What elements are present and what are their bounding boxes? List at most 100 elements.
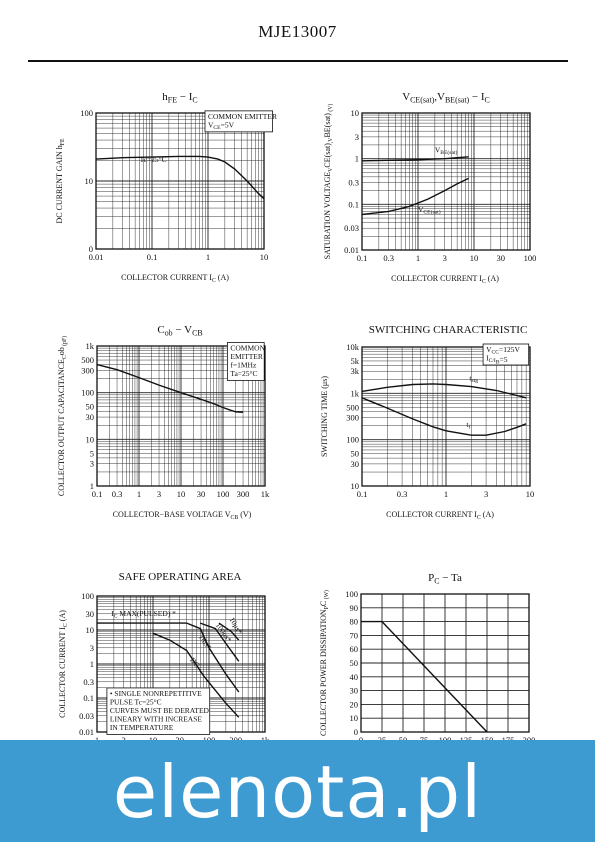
switching-title: SWITCHING CHARACTERISTIC [369,324,528,336]
cob-x-tick-label: 1k [261,489,270,499]
pc-y-tick-label: 50 [350,658,359,668]
cob-y-tick-label: 1 [90,481,94,491]
cob-y-tick-label: 10 [86,434,95,444]
switching-series-line-tf [361,397,527,436]
soa-series-line-100s [200,622,240,662]
vsat-y-tick-label: 0.01 [344,245,359,255]
soa-y-tick-label: 0.3 [83,677,94,687]
cob-y-tick-label: 50 [86,402,95,412]
soa-y-tick-label: 10 [86,625,95,635]
hfe-annotation-box [204,110,273,133]
soa-annotation-text: • SINGLE NONREPETITIVE [110,689,202,698]
cob-x-tick-label: 100 [217,489,230,499]
switching-annotation-text: VCC=125V [486,345,520,356]
hfe-x-tick-label: 1 [206,252,210,262]
vsat-x-tick-label: 1 [416,253,420,263]
pc-y-axis-label: COLLECTOR POWER DISSIPATIONPC (W) [319,590,330,736]
vsat-plot-frame [361,112,531,251]
switching-y-tick-label: 50 [351,449,360,459]
cob-y-tick-label: 100 [81,388,94,398]
vsat-x-tick-label: 0.3 [383,253,394,263]
cob-x-tick-label: 0.3 [112,489,123,499]
switching-series-line-tstg [361,383,527,399]
pc-y-tick-label: 70 [350,630,359,640]
soa-annotation-text: CURVES MUST BE DERATED [110,706,210,715]
cob-y-tick-label: 500 [81,355,94,365]
switching-annotation-text: IC/IB=5 [486,353,508,365]
title-rule [28,60,568,62]
soa-title: SAFE OPERATING AREA [119,571,242,583]
watermark-band [0,740,595,842]
cob-x-tick-label: 1 [137,489,141,499]
vsat-x-tick-label: 30 [496,253,505,263]
cob-title: Cob − VCB [157,324,202,337]
vsat-annotation-text: VCE(sat) [418,205,441,216]
vsat-y-tick-label: 3 [355,132,359,142]
cob-x-tick-label: 0.1 [92,489,103,499]
soa-y-tick-label: 30 [86,609,95,619]
switching-x-axis-label: COLLECTOR CURRENT IC (A) [386,510,494,521]
cob-annotation-text: COMMON [230,344,265,353]
cob-y-tick-label: 1k [86,341,95,351]
switching-x-tick-label: 3 [484,489,488,499]
cob-annotation-box [226,342,265,381]
soa-y-tick-label: 0.1 [83,693,94,703]
cob-plot-frame [96,345,266,487]
switching-annotation-text: tf [466,420,470,431]
switching-x-tick-label: 10 [526,489,535,499]
vsat-series-line-vbesat [361,156,469,162]
switching-y-tick-label: 100 [346,435,359,445]
cob-y-tick-label: 30 [86,412,95,422]
pc-y-tick-label: 90 [350,603,359,613]
pc-y-tick-label: 100 [345,589,358,599]
soa-annotation-text: IC MAX(PULSED) * [111,609,176,620]
switching-y-tick-label: 10k [346,342,360,352]
switching-plot-frame [361,346,531,487]
cob-x-axis-label: COLLECTOR−BASE VOLTAGE VCB (V) [113,510,252,521]
hfe-annotation-text: COMMON EMITTER [208,112,277,121]
vsat-x-tick-label: 3 [443,253,447,263]
cob-annotation-text: Ta=25°C [230,369,257,378]
switching-y-tick-label: 5k [351,356,360,366]
soa-annotation-text: IN TEMPERATURE [110,723,174,732]
vsat-y-tick-label: 10 [351,108,360,118]
hfe-x-tick-label: 0.01 [89,252,104,262]
switching-y-tick-label: 30 [351,459,360,469]
pc-plot-frame [360,593,530,733]
hfe-y-tick-label: 0 [89,244,93,254]
switching-y-tick-label: 3k [351,366,360,376]
switching-y-tick-label: 1k [351,388,360,398]
cob-y-tick-label: 5 [90,448,94,458]
vsat-x-tick-label: 100 [524,253,537,263]
soa-y-tick-label: 1 [90,659,94,669]
pc-y-tick-label: 60 [350,644,359,654]
cob-series-line-main [96,363,244,413]
cob-x-tick-label: 10 [177,489,186,499]
vsat-y-tick-label: 0.3 [348,178,359,188]
cob-y-axis-label: COLLECTOR OUTPUT CAPACITANCECob (pF) [57,336,68,496]
cob-annotation-text: EMITTER [230,352,262,361]
switching-x-tick-label: 1 [444,489,448,499]
switching-annotation-text: tstg [469,373,478,384]
cob-x-tick-label: 3 [157,489,161,499]
cob-x-tick-label: 300 [237,489,250,499]
hfe-series-line-main [95,155,265,200]
hfe-plot-frame [95,112,265,250]
switching-y-axis-label: SWITCHING TIME (μs) [320,376,329,457]
soa-annotation-text: 1ms* [197,633,214,652]
pc-y-tick-label: 10 [350,713,359,723]
soa-y-tick-label: 100 [81,591,94,601]
soa-annotation-text: LINEARY WITH INCREASE [110,714,202,723]
soa-annotation-text: PULSE Tc=25°C [110,697,162,706]
soa-y-tick-label: 3 [90,643,94,653]
soa-y-axis-label: COLLECTOR CURRENT IC (A) [58,610,69,718]
cob-y-tick-label: 3 [90,459,94,469]
soa-series-line-1ms [186,622,240,693]
pc-series-line-main [361,620,488,733]
hfe-y-tick-label: 100 [80,108,93,118]
page-title: MJE13007 [258,22,337,41]
vsat-y-tick-label: 0.1 [348,199,359,209]
switching-annotation-box [482,343,530,366]
switching-y-tick-label: 500 [346,402,359,412]
cob-x-tick-label: 30 [197,489,206,499]
